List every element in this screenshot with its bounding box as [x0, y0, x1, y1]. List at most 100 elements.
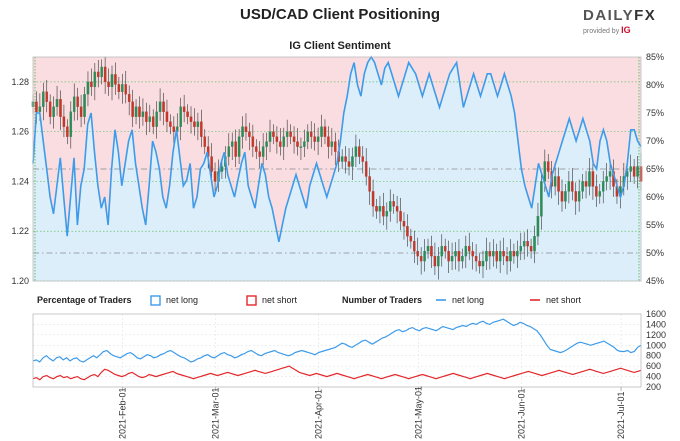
price-tick-label: 1.20 [11, 276, 29, 286]
date-tick-label: 2021-May-01 [413, 386, 423, 439]
candle-body [529, 246, 533, 252]
candle-body [423, 250, 426, 262]
percent-tick-label: 55% [646, 220, 664, 230]
candle-body [382, 206, 385, 217]
percent-tick-label: 50% [646, 248, 664, 258]
candle-body [38, 106, 42, 112]
candle-body [279, 141, 282, 147]
logo-provided-by: provided by IG [583, 25, 675, 35]
candle-body [237, 136, 241, 157]
candle-body [55, 99, 59, 107]
candle-body [399, 211, 402, 222]
count-tick-label: 600 [646, 361, 661, 371]
candle-body [107, 81, 110, 88]
candle-body [251, 136, 255, 147]
candle-body [601, 181, 605, 192]
candle-body [90, 81, 93, 88]
candle-body [158, 101, 162, 112]
legend-pct-short-label: net short [262, 295, 298, 305]
candle-body [334, 141, 337, 152]
candle-body [48, 101, 52, 117]
candle-body [285, 131, 289, 137]
candle-body [588, 171, 591, 187]
candle-body [402, 221, 406, 227]
candle-body [629, 166, 632, 172]
count-tick-label: 200 [646, 382, 661, 392]
candle-body [385, 211, 389, 217]
candle-body [378, 206, 382, 212]
candle-body [457, 250, 461, 262]
candle-body [79, 106, 83, 117]
candle-body [605, 176, 608, 182]
candle-body [179, 106, 182, 127]
candle-body [464, 246, 468, 257]
dailyfx-logo[interactable]: DAILYFX provided by IG [583, 8, 675, 36]
candle-body [227, 146, 231, 157]
bottom-panel-frame [32, 313, 642, 388]
candle-body [275, 136, 279, 142]
candle-body [124, 84, 127, 95]
price-axis: 1.28 1.26 1.24 1.22 1.20 [11, 77, 29, 286]
candle-body [574, 191, 577, 202]
candle-body [282, 136, 286, 147]
candle-body [272, 131, 275, 137]
candle-body [299, 146, 303, 148]
net-long-count-line [32, 318, 642, 363]
legend-number-title: Number of Traders [342, 295, 422, 305]
candle-body [59, 99, 62, 117]
candle-body [347, 161, 351, 167]
candle-body [296, 141, 299, 147]
candle-body [261, 146, 265, 157]
candle-body [316, 136, 320, 142]
candle-body [498, 250, 502, 262]
candle-body [440, 246, 444, 257]
date-tick-label: 2021-Jul-01 [616, 391, 626, 439]
candle-body [103, 66, 107, 83]
candle-body [461, 255, 464, 262]
candle-body [474, 255, 478, 262]
logo-fx: FX [634, 7, 657, 24]
candle-body [388, 201, 392, 212]
candle-body [155, 111, 158, 127]
count-tick-label: 400 [646, 372, 661, 382]
short-sentiment-area [33, 57, 641, 242]
percent-tick-label: 65% [646, 164, 664, 174]
price-tick-label: 1.22 [11, 226, 29, 236]
candle-body [598, 191, 602, 197]
net-short-count-line [32, 365, 642, 381]
candle-body [289, 131, 292, 137]
candle-body [471, 250, 474, 257]
candle-body [330, 141, 334, 147]
candle-body [186, 111, 189, 117]
candle-body [117, 84, 121, 92]
candle-body [86, 81, 90, 95]
candle-body [522, 241, 526, 247]
candle-body [354, 146, 358, 157]
candle-body [200, 121, 203, 137]
candle-body [210, 156, 213, 172]
logo-wordmark: DAILYFX [583, 8, 675, 24]
candle-body [76, 96, 79, 107]
candle-body [557, 176, 560, 192]
candle-body [395, 206, 399, 212]
candle-body [540, 181, 543, 217]
candle-body [134, 106, 138, 117]
candle-body [45, 91, 48, 102]
top-panel-frame [32, 56, 642, 282]
candle-body [467, 246, 471, 252]
candle-body [371, 191, 375, 207]
candle-body [364, 161, 368, 177]
candle-body [62, 116, 66, 127]
candle-body [392, 201, 395, 207]
candle-body [162, 101, 165, 112]
candle-body [536, 216, 540, 237]
candle-body [533, 236, 536, 252]
percent-tick-label: 45% [646, 276, 664, 286]
candle-body [213, 171, 217, 182]
candle-body [66, 126, 69, 137]
candle-body [512, 250, 516, 257]
candle-body [241, 126, 244, 137]
candle-body [93, 71, 97, 88]
